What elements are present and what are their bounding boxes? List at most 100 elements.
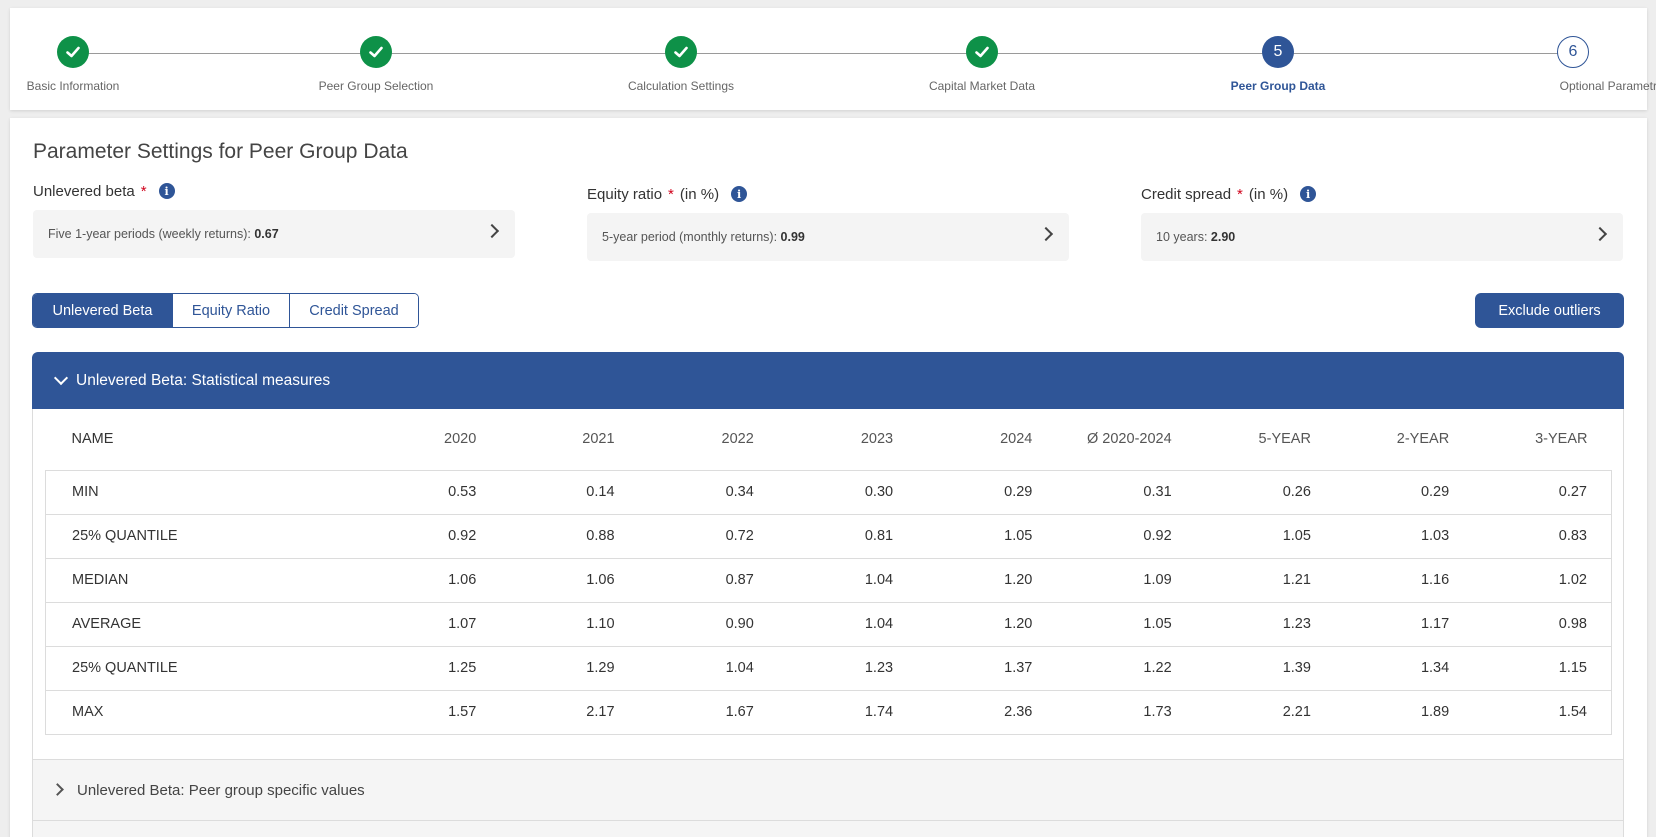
value-cell: 1.04 — [777, 601, 918, 647]
value-cell: 0.72 — [638, 513, 778, 559]
step-label: Optional Parametrs — [1559, 79, 1656, 93]
info-icon[interactable]: i — [158, 183, 175, 199]
value-cell: 1.05 — [1195, 513, 1335, 559]
value-cell: 1.74 — [777, 689, 918, 735]
selector-text: Five 1-year periods (weekly returns): 0.… — [48, 227, 279, 241]
statistical-measures-accordion-header[interactable]: Unlevered Beta: Statistical measures — [32, 352, 1624, 409]
value-cell: 1.02 — [1473, 557, 1613, 603]
row-label-cell: MAX — [45, 689, 363, 735]
value-cell: 1.22 — [1056, 645, 1196, 691]
check-icon — [57, 36, 89, 68]
value-cell: 0.83 — [1473, 513, 1613, 559]
tab-credit-spread[interactable]: Credit Spread — [290, 294, 418, 327]
required-marker: * — [1237, 185, 1243, 203]
value-cell: 1.04 — [777, 557, 918, 603]
equity-ratio-setting: Equity ratio * (in %) i 5-year period (m… — [587, 184, 1069, 261]
row-label-cell: MEDIAN — [45, 557, 363, 603]
table-row: MIN 0.53 0.14 0.34 0.30 0.29 0.31 0.26 0.29 0.27 — [45, 469, 1613, 515]
step-label: Peer Group Selection — [318, 79, 434, 93]
check-icon — [665, 36, 697, 68]
check-icon — [966, 36, 998, 68]
value-cell: 1.05 — [1056, 601, 1196, 647]
value-cell: 1.03 — [1334, 513, 1474, 559]
value-cell: 1.21 — [1195, 557, 1335, 603]
statistical-measures-panel: NAME 2020 2021 2022 2023 2024 Ø 2020-202… — [32, 409, 1624, 759]
value-cell: 0.92 — [1056, 513, 1196, 559]
column-header[interactable]: 2-YEAR — [1396, 431, 1450, 448]
accordion-title: Unlevered Beta: Peer group specific valu… — [77, 781, 365, 799]
column-header[interactable]: 2024 — [1000, 431, 1033, 448]
row-label-cell: AVERAGE — [45, 601, 363, 647]
unlevered-beta-setting: Unlevered beta * i Five 1-year periods (… — [33, 181, 515, 258]
chevron-down-icon — [53, 370, 69, 386]
value-cell: 0.53 — [362, 469, 501, 515]
value-cell: 0.90 — [638, 601, 778, 647]
credit-spread-setting: Credit spread * (in %) i 10 years: 2.90 — [1141, 184, 1623, 261]
tab-unlevered-beta[interactable]: Unlevered Beta — [33, 294, 173, 327]
column-header[interactable]: 2021 — [582, 431, 615, 448]
check-icon — [360, 36, 392, 68]
page-title: Parameter Settings for Peer Group Data — [33, 140, 408, 163]
credit-spread-label: Credit spread * (in %) i — [1141, 184, 1623, 204]
row-label-cell: 25% QUANTILE — [45, 513, 363, 559]
value-cell: 0.88 — [500, 513, 639, 559]
unlevered-beta-label: Unlevered beta * i — [33, 181, 515, 201]
table-row: 25% QUANTILE 0.92 0.88 0.72 0.81 1.05 0.92 1.05… — [45, 513, 1613, 559]
value-cell: 1.07 — [362, 601, 501, 647]
value-cell: 0.26 — [1195, 469, 1335, 515]
value-cell: 0.27 — [1473, 469, 1613, 515]
value-cell: 1.06 — [362, 557, 501, 603]
value-cell: 0.29 — [1334, 469, 1474, 515]
column-header[interactable]: 2022 — [721, 431, 754, 448]
value-cell: 1.20 — [917, 601, 1057, 647]
value-cell: 1.17 — [1334, 601, 1474, 647]
value-cell: 1.54 — [1473, 689, 1613, 735]
equity-ratio-label: Equity ratio * (in %) i — [587, 184, 1069, 204]
value-cell: 1.06 — [500, 557, 639, 603]
table-row: MAX 1.57 2.17 1.67 1.74 2.36 1.73 2.21 1.89 1.54 — [45, 689, 1613, 735]
value-cell: 0.34 — [638, 469, 778, 515]
tab-equity-ratio[interactable]: Equity Ratio — [173, 294, 290, 327]
value-cell: 1.67 — [638, 689, 778, 735]
info-icon[interactable]: i — [1300, 186, 1317, 202]
next-accordion-header[interactable] — [32, 821, 1624, 837]
value-cell: 1.34 — [1334, 645, 1474, 691]
column-header[interactable]: 2020 — [444, 431, 477, 448]
chevron-right-icon — [51, 783, 64, 796]
value-cell: 0.30 — [777, 469, 918, 515]
value-cell: 1.29 — [500, 645, 639, 691]
column-header[interactable]: 5-YEAR — [1258, 431, 1311, 448]
value-cell: 0.29 — [917, 469, 1057, 515]
equity-ratio-selector[interactable]: 5-year period (monthly returns): 0.99 — [587, 213, 1069, 261]
unit-label: (in %) — [1248, 185, 1289, 203]
step-label: Peer Group Data — [1230, 79, 1326, 93]
value-cell: 1.37 — [917, 645, 1057, 691]
value-cell: 2.21 — [1195, 689, 1335, 735]
value-cell: 1.10 — [500, 601, 639, 647]
value-cell: 0.98 — [1473, 601, 1613, 647]
chevron-right-icon — [1592, 226, 1608, 242]
info-icon[interactable]: i — [731, 186, 748, 202]
step-label: Calculation Settings — [627, 79, 735, 93]
column-header[interactable]: 2023 — [860, 431, 894, 448]
value-cell: 1.23 — [777, 645, 918, 691]
statistics-table: NAME 2020 2021 2022 2023 2024 Ø 2020-202… — [45, 409, 1613, 735]
unit-label: (in %) — [679, 185, 720, 203]
credit-spread-selector[interactable]: 10 years: 2.90 — [1141, 213, 1623, 261]
row-label-cell: MIN — [45, 469, 363, 515]
main-panel: Parameter Settings for Peer Group Data U… — [10, 118, 1647, 837]
progress-stepper: Basic Information Peer Group Selection C… — [10, 8, 1656, 110]
column-header[interactable]: 3-YEAR — [1535, 431, 1588, 448]
column-header[interactable]: NAME — [71, 431, 114, 448]
table-row: MEDIAN 1.06 1.06 0.87 1.04 1.20 1.09 1.21 1.16 1.… — [45, 557, 1613, 603]
chevron-right-icon — [1038, 226, 1054, 242]
value-cell: 1.89 — [1334, 689, 1474, 735]
value-cell: 1.15 — [1473, 645, 1613, 691]
exclude-outliers-button[interactable]: Exclude outliers — [1475, 293, 1624, 328]
required-marker: * — [668, 185, 674, 203]
column-header[interactable]: Ø 2020-2024 — [1087, 431, 1172, 448]
unlevered-beta-selector[interactable]: Five 1-year periods (weekly returns): 0.… — [33, 210, 515, 258]
value-cell: 1.05 — [917, 513, 1057, 559]
selector-text: 10 years: 2.90 — [1156, 230, 1236, 244]
peer-group-values-accordion-header[interactable]: Unlevered Beta: Peer group specific valu… — [32, 759, 1624, 821]
